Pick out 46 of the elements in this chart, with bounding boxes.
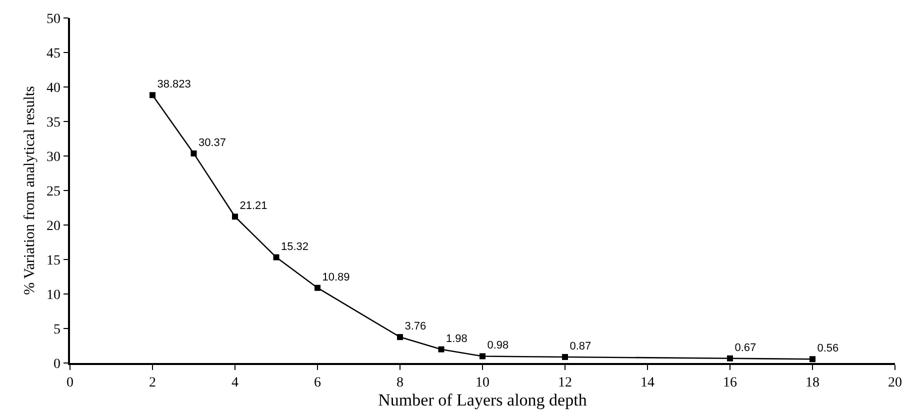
x-tick-label: 4 xyxy=(232,376,238,391)
y-axis-title: % Variation from analytical results xyxy=(22,86,38,295)
y-tick-label: 25 xyxy=(46,184,60,200)
x-tick-label: 12 xyxy=(558,376,572,391)
x-tick-label: 10 xyxy=(476,376,490,391)
point xyxy=(480,353,486,360)
point xyxy=(190,150,197,156)
y-tick-label: 50 xyxy=(46,12,60,27)
x-tick-label: 2 xyxy=(149,376,156,391)
y-tick-label: 0 xyxy=(53,356,60,372)
x-tick-label: 14 xyxy=(640,376,654,391)
data-label: 10.89 xyxy=(322,271,350,284)
data-label: 21.21 xyxy=(240,200,268,212)
data-label: 0.98 xyxy=(487,340,509,352)
data-label: 3.76 xyxy=(404,320,426,333)
y-tick-label: 10 xyxy=(46,288,60,303)
y-tick-label: 30 xyxy=(46,150,60,165)
x-tick-label: 16 xyxy=(723,376,737,391)
point xyxy=(562,354,568,360)
point xyxy=(810,356,816,362)
x-tick-label: 20 xyxy=(888,376,902,391)
point xyxy=(397,334,403,340)
data-label: 0.56 xyxy=(817,342,839,355)
x-tick-label: 6 xyxy=(314,376,321,391)
point xyxy=(314,284,320,291)
x-tick-label: 8 xyxy=(396,376,404,391)
x-tick-label: 0 xyxy=(66,376,74,391)
data-label: 15.32 xyxy=(281,240,309,253)
point xyxy=(150,92,156,98)
y-tick-label: 45 xyxy=(46,46,60,62)
point xyxy=(273,254,280,260)
y-tick-label: 35 xyxy=(46,115,60,130)
data-label: 0.67 xyxy=(734,342,756,354)
data-label: 1.98 xyxy=(446,332,468,345)
x-axis-title: Number of Layers along depth xyxy=(378,390,588,410)
point xyxy=(438,346,444,352)
x-tick-label: 18 xyxy=(806,376,820,391)
data-label: 0.87 xyxy=(570,340,592,352)
data-label: 30.37 xyxy=(198,136,226,149)
point xyxy=(727,355,733,362)
y-tick-label: 5 xyxy=(53,322,60,338)
y-tick-label: 20 xyxy=(46,218,60,234)
y-tick-label: 15 xyxy=(46,253,60,268)
point xyxy=(232,214,238,220)
data-label: 38.823 xyxy=(157,78,191,91)
y-tick-label: 40 xyxy=(46,80,60,96)
